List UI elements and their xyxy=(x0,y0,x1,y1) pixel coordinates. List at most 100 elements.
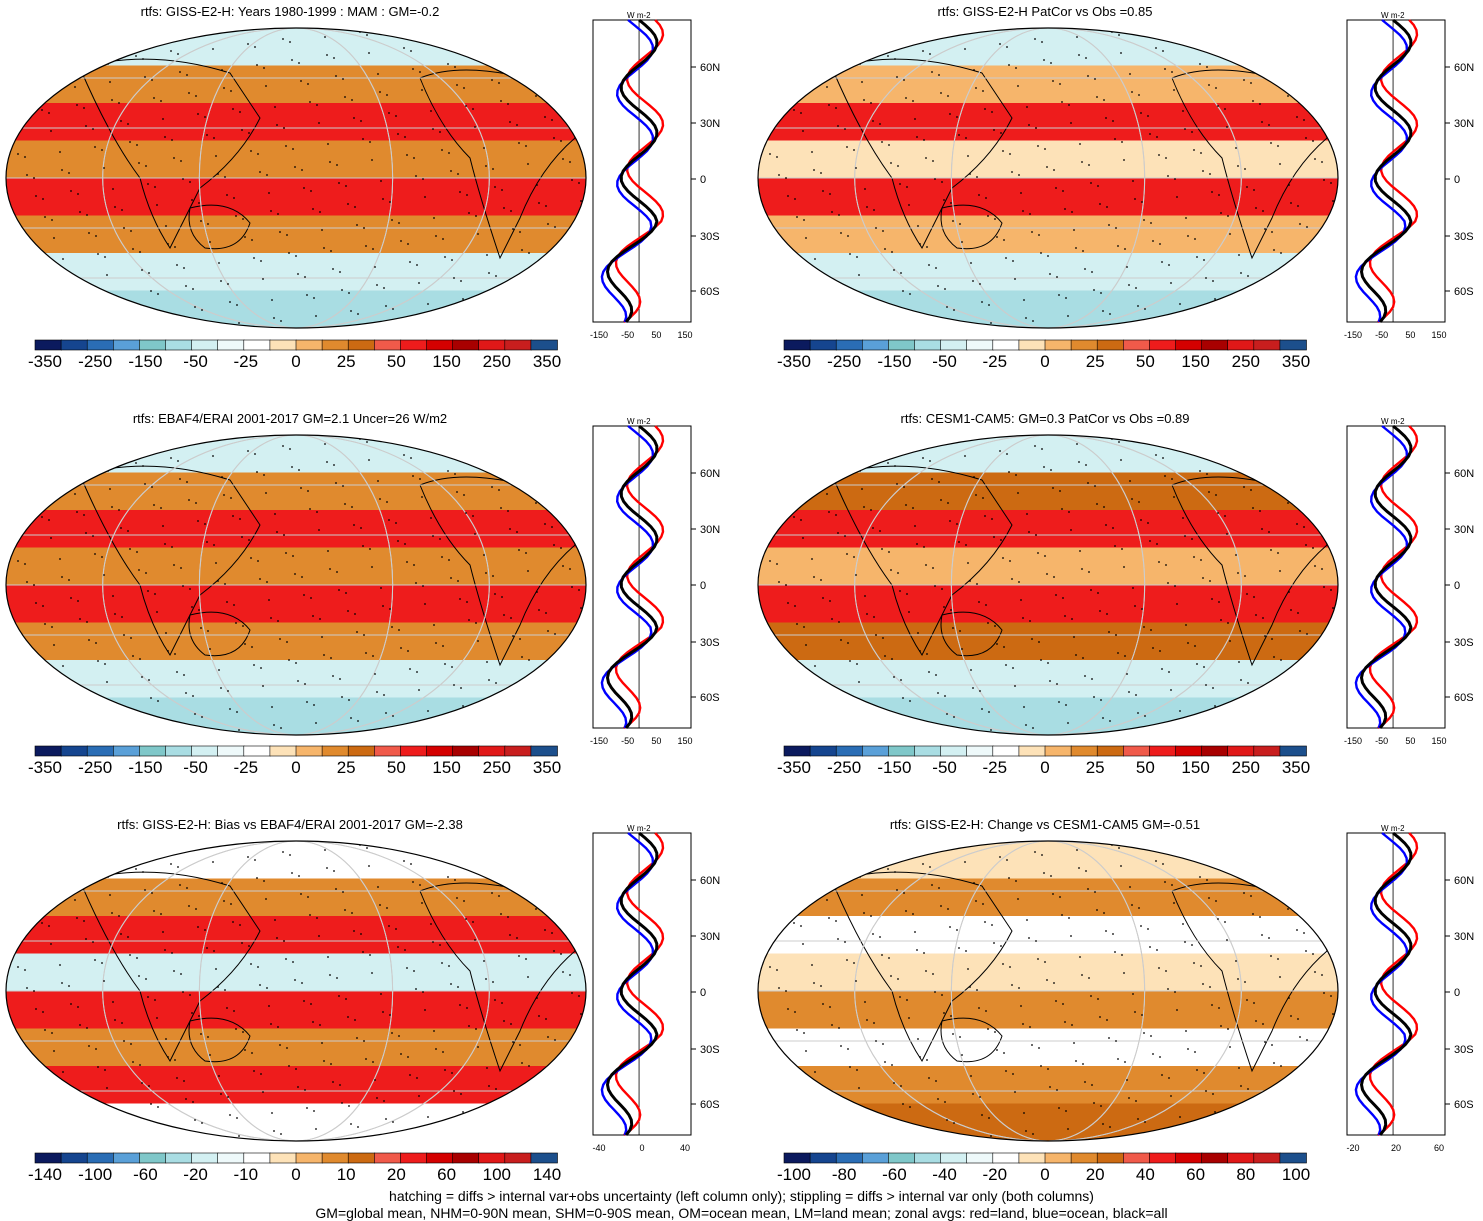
stipple-dot xyxy=(309,101,311,103)
stipple-dot xyxy=(360,120,362,122)
stipple-dot xyxy=(932,160,934,162)
stipple-dot xyxy=(536,591,538,593)
stipple-dot xyxy=(330,250,332,252)
stipple-dot xyxy=(1087,75,1089,77)
stipple-dot xyxy=(563,654,565,656)
stipple-dot xyxy=(897,978,899,980)
colorbar-swatch xyxy=(1201,745,1229,757)
stipple-dot xyxy=(177,53,179,55)
stipple-dot xyxy=(1117,1058,1119,1060)
stipple-dot xyxy=(201,1122,203,1124)
stipple-dot xyxy=(1250,489,1252,491)
stipple-dot xyxy=(1084,268,1086,270)
stipple-dot xyxy=(39,904,41,906)
stipple-dot xyxy=(217,986,219,988)
stipple-dot xyxy=(816,683,818,685)
stipple-dot xyxy=(1014,1091,1016,1093)
stipple-dot xyxy=(1075,654,1077,656)
stipple-dot xyxy=(1003,646,1005,648)
stipple-dot xyxy=(439,538,441,540)
stipple-dot xyxy=(41,516,43,518)
stipple-dot xyxy=(834,725,836,727)
stipple-dot xyxy=(121,616,123,618)
zonal-x-tick: -40 xyxy=(592,1143,605,1153)
zonal-x-tick: -50 xyxy=(621,330,634,340)
stipple-dot xyxy=(1311,51,1313,53)
stipple-dot xyxy=(1109,720,1111,722)
stipple-dot xyxy=(235,215,237,217)
stipple-dot xyxy=(946,1119,948,1121)
colorbar-swatch xyxy=(321,339,350,351)
stipple-dot xyxy=(1117,652,1119,654)
map-band xyxy=(6,953,586,992)
stipple-dot xyxy=(409,261,411,263)
stipple-dot xyxy=(548,1125,550,1127)
stipple-dot xyxy=(1332,200,1334,202)
map-outline xyxy=(5,840,587,1142)
stipple-dot xyxy=(900,1085,902,1087)
stipple-dot xyxy=(68,985,70,987)
stipple-dot xyxy=(223,494,225,496)
stipple-dot xyxy=(406,154,408,156)
stipple-dot xyxy=(837,125,839,127)
stipple-dot xyxy=(33,177,35,179)
stipple-dot xyxy=(1094,891,1096,893)
stipple-dot xyxy=(397,946,399,948)
stipple-dot xyxy=(11,646,13,648)
stipple-dot xyxy=(327,143,329,145)
stipple-dot xyxy=(212,48,214,50)
stipple-dot xyxy=(121,1022,123,1024)
stipple-dot xyxy=(372,1061,374,1063)
stipple-dot xyxy=(1076,443,1078,445)
stipple-dot xyxy=(313,1110,315,1112)
stipple-dot xyxy=(1182,110,1184,112)
stipple-dot xyxy=(1052,893,1054,895)
stipple-dot xyxy=(433,624,435,626)
stipple-dot xyxy=(198,1015,200,1017)
stipple-dot xyxy=(791,498,793,500)
stipple-dot xyxy=(195,95,197,97)
stipple-dot xyxy=(463,87,465,89)
stipple-dot xyxy=(179,71,181,73)
stipple-dot xyxy=(247,856,249,858)
stipple-dot xyxy=(941,181,943,183)
colorbar-swatch xyxy=(452,745,480,757)
stipple-dot xyxy=(823,279,825,281)
stipple-dot xyxy=(881,954,883,956)
stipple-dot xyxy=(912,507,914,509)
stipple-dot xyxy=(82,725,84,727)
colorbar-tick-label: -50 xyxy=(932,758,957,777)
stipple-dot xyxy=(1135,287,1137,289)
stipple-dot xyxy=(1203,1072,1205,1074)
stipple-dot xyxy=(988,711,990,713)
map-band xyxy=(758,1028,1338,1067)
stipple-dot xyxy=(27,670,29,672)
stipple-dot xyxy=(65,878,67,880)
stipple-dot xyxy=(909,293,911,295)
stipple-dot xyxy=(422,178,424,180)
stipple-dot xyxy=(157,700,159,702)
colorbar-tick-label: -350 xyxy=(776,758,812,777)
stipple-dot xyxy=(104,256,106,258)
stipple-dot xyxy=(1271,231,1273,233)
stipple-dot xyxy=(879,123,881,125)
stipple-dot xyxy=(92,128,94,130)
stipple-dot xyxy=(900,272,902,274)
stipple-dot xyxy=(512,635,514,637)
stipple-dot xyxy=(1032,727,1034,729)
stipple-dot xyxy=(554,1039,556,1041)
stipple-dot xyxy=(273,317,275,319)
stipple-dot xyxy=(338,589,340,591)
lat-label: 30S xyxy=(700,637,720,649)
stipple-dot xyxy=(260,1073,262,1075)
map-panel-5 xyxy=(5,840,587,1142)
stipple-dot xyxy=(994,1031,996,1033)
stipple-dot xyxy=(1023,299,1025,301)
stipple-dot xyxy=(790,302,792,304)
stipple-dot xyxy=(279,231,281,233)
stipple-dot xyxy=(999,450,1001,452)
stipple-dot xyxy=(852,873,854,875)
stipple-dot xyxy=(124,316,126,318)
stipple-dot xyxy=(210,30,212,32)
stipple-dot xyxy=(519,231,521,233)
